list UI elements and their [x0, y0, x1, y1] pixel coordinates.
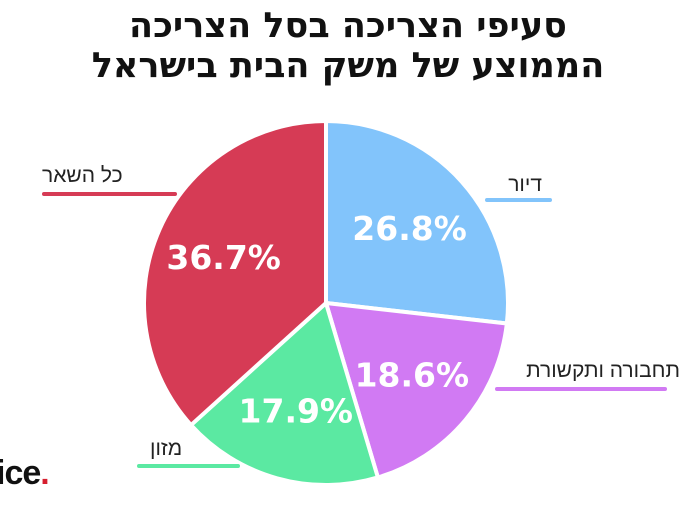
- pie-slice-food: [189, 301, 380, 487]
- legend-rule-transport: [495, 387, 667, 391]
- brand-logo-dot: .: [40, 454, 50, 492]
- pie-value-label-other: 36.7%: [166, 238, 281, 277]
- chart-title-line2: הממוצע של משק הבית בישראל: [91, 46, 605, 86]
- pie-slice-other: [142, 119, 328, 428]
- chart-title-line1: סעיפי הצריכה בסל הצריכה: [129, 6, 567, 46]
- legend-label-food-text: מזון: [150, 437, 183, 460]
- chart-title: סעיפי הצריכה בסל הצריכה הממוצע של משק הב…: [0, 6, 696, 86]
- legend-label-housing-text: דיור: [508, 173, 542, 196]
- legend-label-transport-text: תחבורה ותקשורת: [526, 359, 680, 382]
- pie-slice-housing: [324, 119, 510, 326]
- legend-rule-other: [42, 192, 177, 196]
- brand-logo-text: ice: [0, 454, 41, 492]
- legend-rule-housing: [485, 198, 552, 202]
- pie-slice-transport: [324, 301, 509, 480]
- pie-value-label-housing: 26.8%: [352, 209, 467, 248]
- pie-value-label-transport: 18.6%: [355, 355, 470, 394]
- legend-label-other-text: כל השאר: [42, 164, 123, 187]
- legend-rule-food: [137, 464, 240, 468]
- brand-logo: ice.: [0, 454, 50, 493]
- pie-value-label-food: 17.9%: [239, 391, 354, 430]
